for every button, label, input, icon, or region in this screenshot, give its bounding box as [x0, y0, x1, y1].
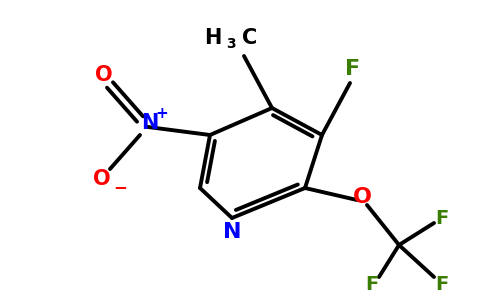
Text: N: N [141, 113, 159, 133]
Text: F: F [436, 275, 449, 295]
Text: N: N [223, 222, 241, 242]
Text: H: H [205, 28, 222, 48]
Text: O: O [93, 169, 111, 189]
Text: 3: 3 [226, 37, 236, 51]
Text: C: C [242, 28, 257, 48]
Text: O: O [95, 65, 113, 85]
Text: F: F [436, 208, 449, 227]
Text: +: + [156, 106, 168, 121]
Text: F: F [346, 59, 361, 79]
Text: O: O [352, 187, 372, 207]
Text: F: F [365, 275, 378, 295]
Text: −: − [113, 178, 127, 196]
